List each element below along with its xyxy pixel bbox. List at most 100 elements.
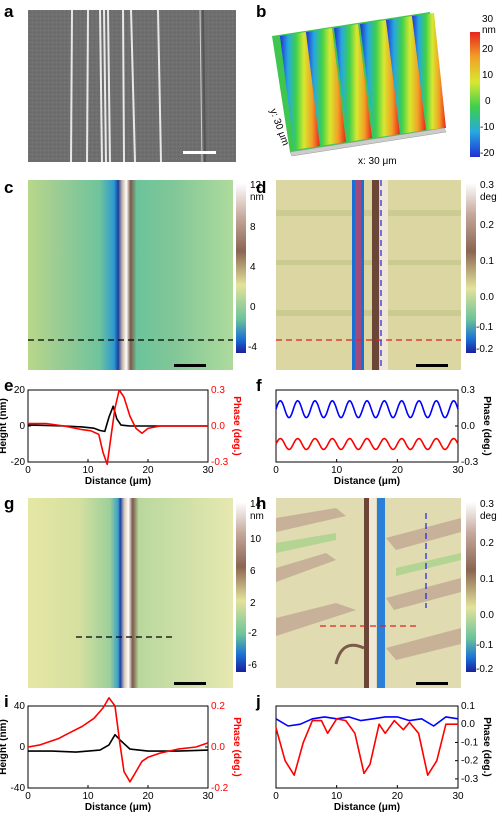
y-tick-label-left: 40 bbox=[14, 701, 26, 712]
colorbar-tick-c: 0 bbox=[250, 302, 256, 313]
colorbar-tick-h: 0.0 bbox=[480, 610, 494, 621]
x-tick-label: 0 bbox=[273, 791, 279, 802]
colorbar-unit-d: deg bbox=[480, 192, 497, 203]
colorbar-unit-h: deg bbox=[480, 511, 497, 522]
x-axis-label-b: x: 30 μm bbox=[358, 156, 397, 167]
panel-label-f: f bbox=[256, 376, 262, 395]
phase-map-d bbox=[276, 180, 461, 370]
y-axis-title-right: Phase (deg.) bbox=[481, 396, 492, 455]
y-tick-label-right: 0.2 bbox=[211, 701, 225, 712]
colorbar-b bbox=[470, 32, 480, 157]
y-tick-label-right: -0.3 bbox=[461, 457, 479, 468]
x-tick-label: 20 bbox=[392, 465, 404, 476]
colorbar-c bbox=[236, 183, 246, 353]
colorbar-tick-d: 0.1 bbox=[480, 256, 494, 267]
surface-3d-b: x: 30 μm y: 30 μm bbox=[267, 12, 447, 167]
colorbar-unit-c: nm bbox=[250, 192, 264, 203]
x-tick-label: 0 bbox=[25, 791, 31, 802]
colorbar-d bbox=[466, 183, 476, 353]
y-tick-label-right: 0.0 bbox=[211, 421, 225, 432]
x-tick-label: 30 bbox=[202, 791, 214, 802]
x-tick-label: 20 bbox=[142, 465, 154, 476]
y-tick-label-right: 0.3 bbox=[211, 385, 225, 396]
colorbar-tick-b: 20 bbox=[482, 44, 494, 55]
colorbar-g bbox=[236, 502, 246, 672]
x-tick-label: 30 bbox=[202, 465, 214, 476]
colorbar-tick-h: -0.2 bbox=[476, 664, 494, 675]
x-tick-label: 10 bbox=[331, 465, 343, 476]
height-map-g bbox=[28, 498, 233, 688]
x-tick-label: 30 bbox=[452, 465, 464, 476]
x-tick-label: 0 bbox=[25, 465, 31, 476]
x-tick-label: 20 bbox=[142, 791, 154, 802]
x-tick-label: 20 bbox=[392, 791, 404, 802]
colorbar-tick-b: -20 bbox=[480, 148, 495, 159]
colorbar-tick-g: -6 bbox=[248, 660, 257, 671]
x-axis-title: Distance (μm) bbox=[85, 476, 151, 487]
colorbar-tick-b: 30 bbox=[482, 14, 494, 25]
series-line bbox=[27, 696, 209, 783]
x-axis-title: Distance (μm) bbox=[85, 802, 151, 813]
phase-map-h bbox=[276, 498, 461, 688]
y-tick-label-left: 20 bbox=[14, 385, 26, 396]
panel-label-h: h bbox=[256, 494, 267, 513]
colorbar-tick-h: 0.1 bbox=[480, 574, 494, 585]
series-line bbox=[28, 733, 209, 753]
sem-image-a bbox=[28, 9, 236, 163]
colorbar-tick-b: -10 bbox=[480, 122, 495, 133]
y-tick-label-right: -0.2 bbox=[211, 783, 229, 794]
x-tick-label: 10 bbox=[82, 465, 94, 476]
x-tick-label: 0 bbox=[273, 465, 279, 476]
plot-frame bbox=[27, 705, 209, 789]
colorbar-unit-b: nm bbox=[482, 25, 496, 36]
plot-frame bbox=[275, 705, 459, 789]
panel-label-i: i bbox=[4, 692, 9, 711]
scale-bar bbox=[174, 364, 206, 367]
scale-bar bbox=[183, 151, 216, 154]
y-tick-label-right: 0.3 bbox=[461, 385, 475, 396]
colorbar-tick-d: 0.0 bbox=[480, 292, 494, 303]
y-axis-title-right: Phase (deg.) bbox=[481, 717, 492, 776]
y-tick-label-right: 0.0 bbox=[211, 742, 225, 753]
colorbar-tick-b: 10 bbox=[482, 70, 494, 81]
colorbar-tick-g: 14 bbox=[250, 499, 262, 510]
colorbar-tick-c: 8 bbox=[250, 222, 256, 233]
series-line bbox=[275, 717, 458, 776]
y-tick-label-right: 0.0 bbox=[461, 421, 475, 432]
colorbar-tick-d: -0.2 bbox=[476, 344, 494, 355]
y-tick-label-left: 0 bbox=[19, 421, 25, 432]
colorbar-tick-h: -0.1 bbox=[476, 640, 494, 651]
colorbar-tick-g: -2 bbox=[248, 628, 257, 639]
panel-label-d: d bbox=[256, 178, 267, 197]
colorbar-tick-b: 0 bbox=[485, 96, 491, 107]
series-line bbox=[28, 389, 208, 466]
scale-bar bbox=[174, 682, 206, 685]
colorbar-tick-h: 0.3 bbox=[480, 499, 494, 510]
colorbar-tick-d: 0.3 bbox=[480, 180, 494, 191]
panel-label-b: b bbox=[256, 2, 267, 21]
x-tick-label: 10 bbox=[331, 791, 343, 802]
colorbar-tick-g: 10 bbox=[250, 534, 262, 545]
colorbar-tick-h: 0.2 bbox=[480, 538, 494, 549]
series-line bbox=[275, 716, 459, 727]
line-plot-j: 0 10 20 30 Distance (μm) 0.1 0.0 -0.1 -0.2 -0.3Ph… bbox=[273, 701, 492, 813]
y-tick-label-left: -40 bbox=[11, 783, 26, 794]
colorbar-unit-g: nm bbox=[250, 511, 264, 522]
y-tick-label-right: -0.2 bbox=[461, 756, 479, 767]
panel-label-a: a bbox=[4, 2, 14, 21]
panel-label-c: c bbox=[4, 178, 14, 197]
series-line bbox=[275, 399, 459, 419]
scale-bar bbox=[416, 364, 448, 367]
panel-label-g: g bbox=[4, 494, 15, 513]
colorbar-tick-c: 12 bbox=[250, 180, 262, 191]
x-tick-label: 30 bbox=[452, 791, 464, 802]
y-tick-label-left: 0 bbox=[19, 742, 25, 753]
colorbar-tick-c: -4 bbox=[248, 342, 257, 353]
y-tick-label-right: -0.1 bbox=[461, 737, 479, 748]
scale-bar bbox=[416, 682, 448, 685]
series-line bbox=[275, 437, 459, 451]
x-axis-title: Distance (μm) bbox=[334, 476, 400, 487]
